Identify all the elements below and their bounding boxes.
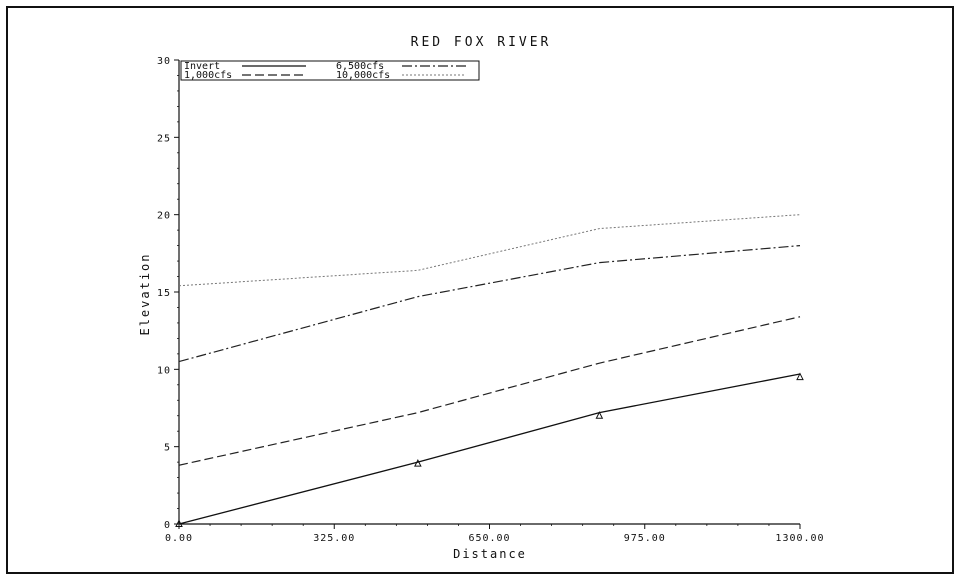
marker-layer [175, 372, 804, 527]
series-line-10000cfs [178, 214, 801, 287]
chart-frame [6, 6, 954, 574]
series-line-6500cfs [178, 245, 801, 363]
x-tick-label: 975.00 [624, 533, 666, 544]
invert-point-marker [595, 411, 604, 419]
y-axis-label: Elevation [138, 252, 152, 335]
y-tick-label: 25 [157, 133, 171, 144]
y-tick-label: 20 [157, 211, 171, 222]
y-tick-label: 15 [157, 288, 171, 299]
series-line-1000cfs [178, 316, 801, 466]
series-layer [178, 214, 801, 525]
series-line-invert [178, 373, 801, 525]
x-tick-label: 325.00 [313, 533, 355, 544]
x-tick-label: 650.00 [468, 533, 510, 544]
x-axis-label: Distance [453, 547, 527, 561]
invert-point-marker [796, 372, 804, 381]
x-tick-label: 0.00 [165, 533, 193, 544]
legend-entry-label: 1,000cfs [184, 70, 232, 81]
y-tick-label: 5 [164, 443, 171, 454]
legend-entry-label: Invert [184, 61, 220, 72]
y-tick-label: 0 [164, 520, 171, 531]
invert-point-marker [175, 519, 183, 527]
x-tick-label: 1300.00 [775, 533, 824, 544]
legend-entry-label: 6,500cfs [336, 61, 384, 72]
legend: Invert 6,500cfs 1,000cfs 10,000cfs [180, 60, 480, 81]
axes: 0 5 10 15 20 25 30 0.00 325.00 650.00 975.00 1300.0… [157, 56, 824, 544]
y-tick-label: 30 [157, 56, 171, 67]
invert-point-marker [414, 459, 422, 467]
y-tick-label: 10 [157, 365, 171, 376]
legend-entry-label: 10,000cfs [336, 70, 390, 81]
chart-title: RED FOX RIVER [411, 35, 552, 50]
